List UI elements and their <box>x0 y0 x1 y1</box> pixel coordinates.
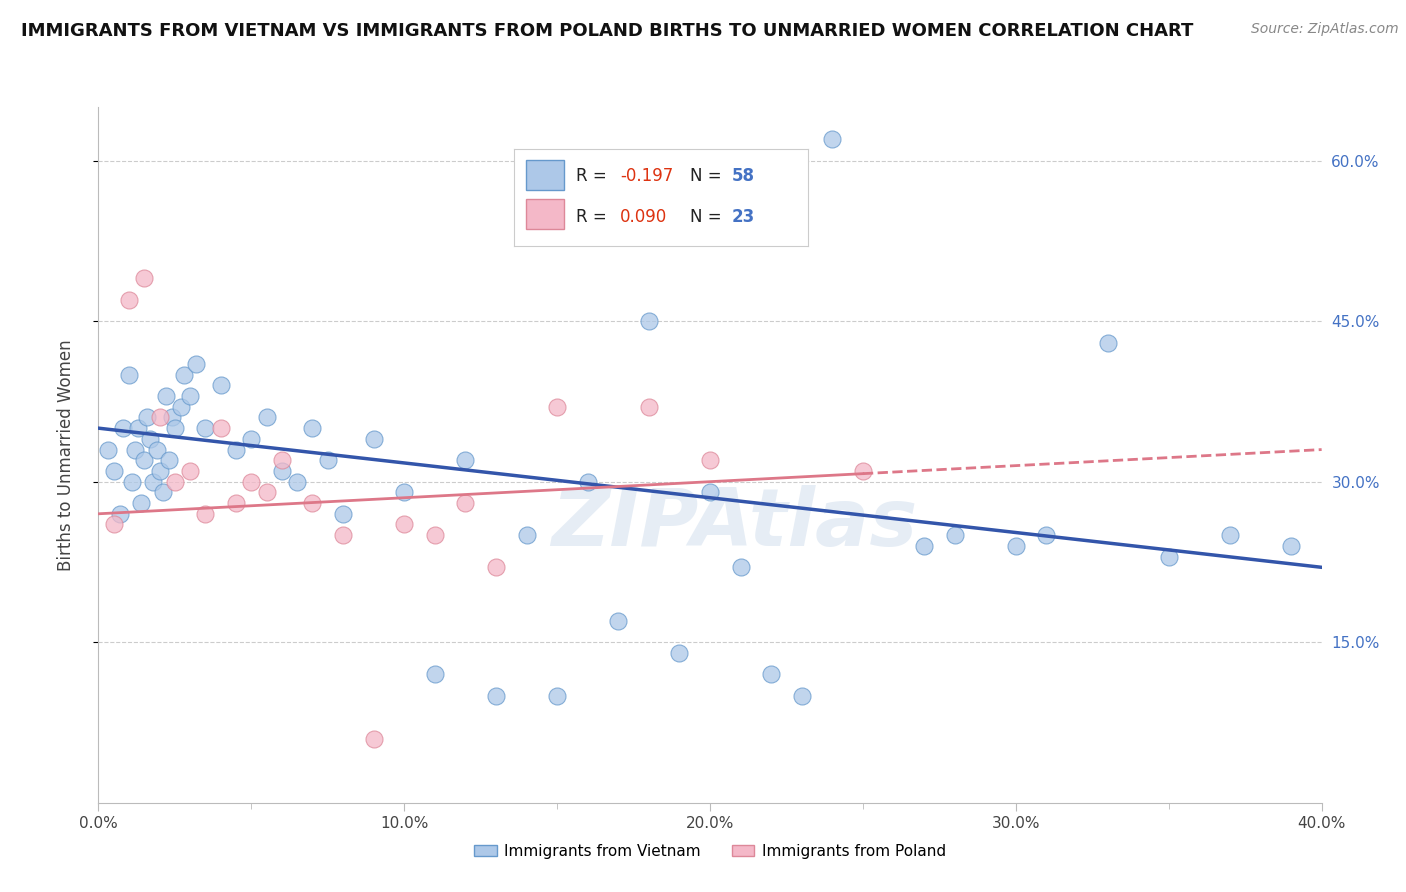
Point <box>163 421 186 435</box>
Point <box>179 464 201 478</box>
Point <box>852 464 875 478</box>
Point <box>270 464 294 478</box>
Point <box>103 517 125 532</box>
Point <box>170 400 193 414</box>
Point <box>134 271 156 285</box>
Point <box>186 357 208 371</box>
Point <box>423 528 446 542</box>
Point <box>668 646 690 660</box>
Point <box>332 507 354 521</box>
Point <box>912 539 935 553</box>
Point <box>103 464 125 478</box>
Point <box>1004 539 1026 553</box>
Point <box>149 464 172 478</box>
Point <box>454 496 477 510</box>
Legend: Immigrants from Vietnam, Immigrants from Poland: Immigrants from Vietnam, Immigrants from… <box>468 838 952 864</box>
Text: Source: ZipAtlas.com: Source: ZipAtlas.com <box>1251 22 1399 37</box>
Point <box>516 528 538 542</box>
Point <box>761 667 783 681</box>
Point <box>111 421 134 435</box>
Point <box>423 667 446 681</box>
Point <box>145 442 167 457</box>
Point <box>225 496 247 510</box>
Point <box>485 689 508 703</box>
Point <box>943 528 966 542</box>
Point <box>225 442 247 457</box>
Point <box>139 432 162 446</box>
Point <box>285 475 308 489</box>
Point <box>209 378 232 392</box>
Point <box>121 475 143 489</box>
Point <box>485 560 508 574</box>
Point <box>108 507 131 521</box>
Point <box>546 689 568 703</box>
Point <box>638 400 661 414</box>
Point <box>179 389 201 403</box>
Point <box>129 496 152 510</box>
Text: ZIPAtlas: ZIPAtlas <box>551 485 918 564</box>
Point <box>149 410 172 425</box>
Point <box>730 560 752 574</box>
Point <box>316 453 339 467</box>
Text: IMMIGRANTS FROM VIETNAM VS IMMIGRANTS FROM POLAND BIRTHS TO UNMARRIED WOMEN CORR: IMMIGRANTS FROM VIETNAM VS IMMIGRANTS FR… <box>21 22 1194 40</box>
Point <box>1035 528 1057 542</box>
Point <box>256 410 278 425</box>
Point <box>699 485 721 500</box>
Point <box>194 507 217 521</box>
Point <box>256 485 278 500</box>
Point <box>392 485 416 500</box>
Point <box>546 400 568 414</box>
Point <box>240 475 263 489</box>
Point <box>576 475 599 489</box>
Point <box>699 453 721 467</box>
Point <box>157 453 180 467</box>
Point <box>790 689 813 703</box>
Point <box>270 453 294 467</box>
Point <box>301 496 323 510</box>
Point <box>124 442 146 457</box>
Point <box>301 421 323 435</box>
Point <box>332 528 354 542</box>
Point <box>454 453 477 467</box>
Point <box>1157 549 1180 564</box>
Point <box>209 421 232 435</box>
Point <box>155 389 177 403</box>
Point <box>160 410 183 425</box>
Point <box>173 368 195 382</box>
Point <box>363 731 385 746</box>
Point <box>1219 528 1241 542</box>
Point <box>134 453 156 467</box>
Point <box>136 410 159 425</box>
Point <box>821 132 844 146</box>
Point <box>97 442 120 457</box>
Point <box>638 314 661 328</box>
Point <box>240 432 263 446</box>
Point <box>607 614 630 628</box>
Point <box>1097 335 1119 350</box>
Point <box>118 293 141 307</box>
Point <box>118 368 141 382</box>
Point <box>152 485 174 500</box>
Point <box>1279 539 1302 553</box>
Point <box>163 475 186 489</box>
Point <box>127 421 149 435</box>
Point <box>363 432 385 446</box>
Point <box>142 475 165 489</box>
Y-axis label: Births to Unmarried Women: Births to Unmarried Women <box>56 339 75 571</box>
Point <box>194 421 217 435</box>
Point <box>392 517 416 532</box>
